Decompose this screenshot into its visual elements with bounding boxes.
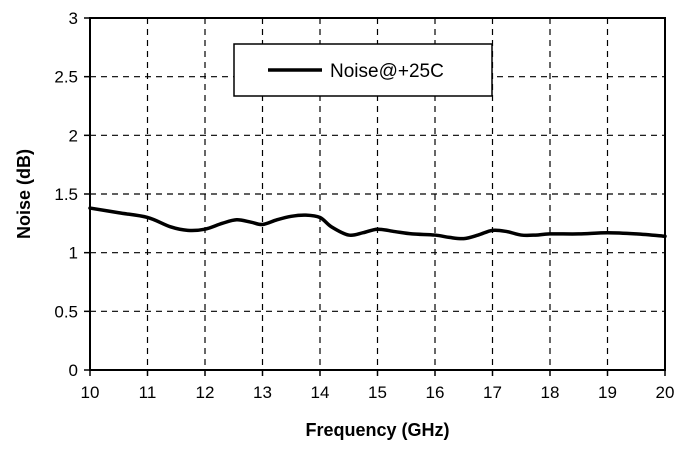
y-tick-label-5: 2.5 bbox=[54, 68, 78, 87]
x-tick-label-1: 11 bbox=[139, 383, 157, 402]
x-tick-label-3: 13 bbox=[253, 383, 272, 402]
x-tick-label-4: 14 bbox=[311, 383, 330, 402]
x-axis-title: Frequency (GHz) bbox=[305, 420, 449, 440]
tick-marks bbox=[84, 17, 666, 376]
y-tick-label-0: 0 bbox=[69, 361, 78, 380]
x-tick-label-8: 18 bbox=[541, 383, 560, 402]
y-tick-label-4: 2 bbox=[69, 126, 78, 145]
series-line-0 bbox=[88, 206, 667, 241]
y-axis-title: Noise (dB) bbox=[14, 149, 34, 239]
legend: Noise@+25C bbox=[233, 43, 493, 97]
x-tick-label-6: 16 bbox=[426, 383, 445, 402]
legend-label-noise-25c: Noise@+25C bbox=[330, 61, 444, 82]
x-tick-label-9: 19 bbox=[598, 383, 617, 402]
y-tick-label-1: 0.5 bbox=[54, 302, 78, 321]
x-tick-label-7: 17 bbox=[483, 383, 502, 402]
x-tick-label-5: 15 bbox=[368, 383, 387, 402]
y-tick-label-3: 1.5 bbox=[54, 185, 78, 204]
x-tick-label-2: 12 bbox=[196, 383, 215, 402]
y-tick-label-6: 3 bbox=[69, 9, 78, 28]
data-layer bbox=[88, 206, 667, 241]
x-tick-label-10: 20 bbox=[656, 383, 675, 402]
y-tick-label-2: 1 bbox=[69, 244, 78, 263]
x-tick-label-0: 10 bbox=[81, 383, 100, 402]
y-tick-labels: 0 0.5 1 1.5 2 2.5 3 bbox=[54, 9, 78, 380]
x-tick-labels: 10 11 12 13 14 15 16 17 18 19 20 bbox=[81, 383, 675, 402]
